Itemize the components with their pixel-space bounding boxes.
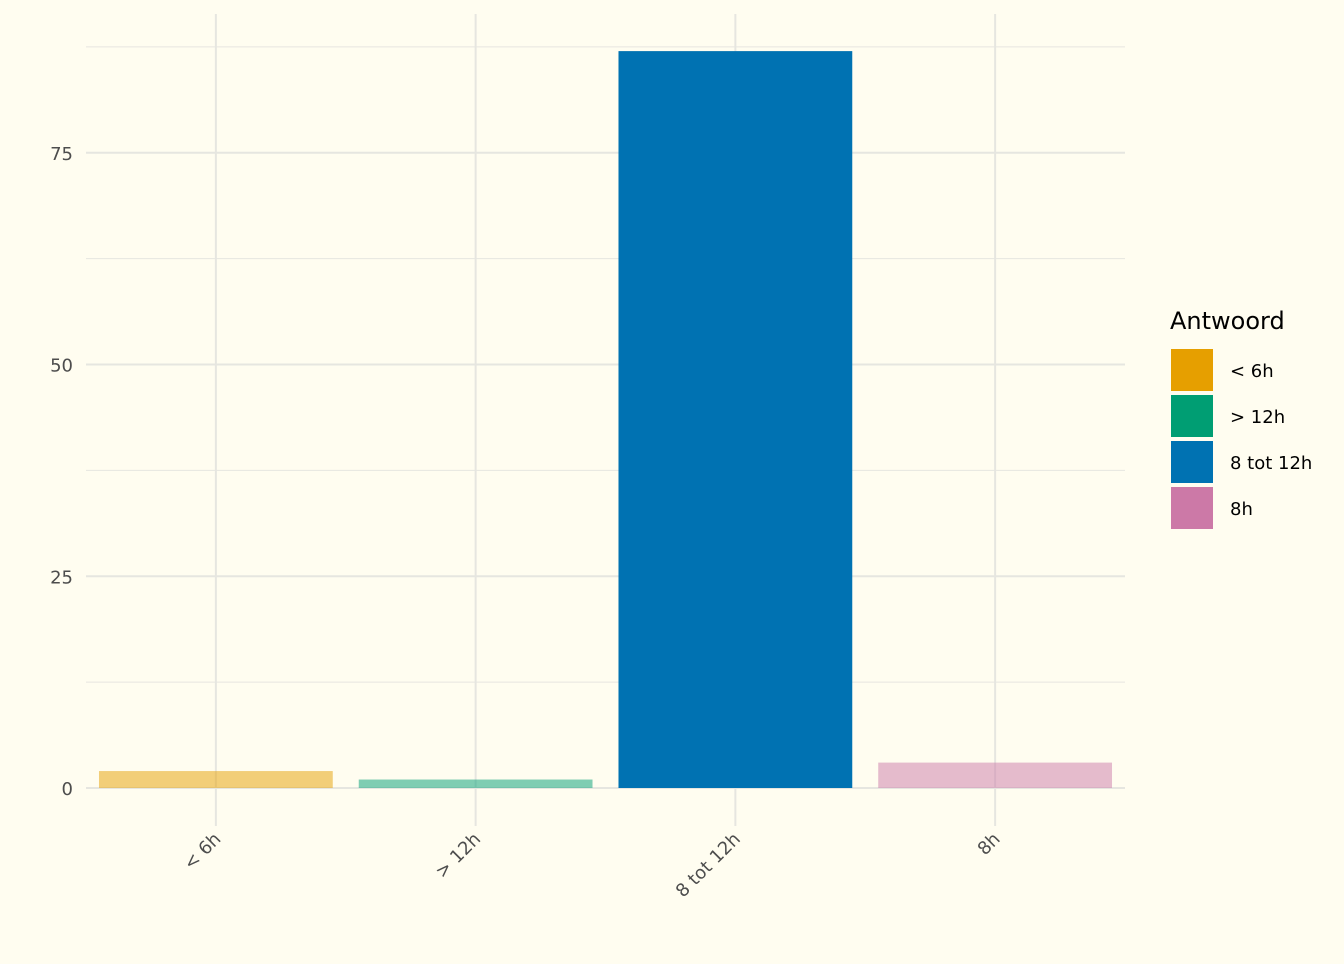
legend: Antwoord < 6h > 12h 8 tot 12h 8h [1170,307,1312,529]
bar-0 [98,771,333,788]
legend-label: 8 tot 12h [1230,453,1312,474]
legend-key-2 [1171,441,1213,483]
legend-title: Antwoord [1170,307,1285,335]
x-tick-label: 8h [974,829,1005,860]
y-tick-label: 25 [50,567,73,588]
x-tick-label: < 6h [180,829,226,875]
legend-label: 8h [1230,499,1253,520]
legend-key-0 [1171,349,1213,391]
bar-2 [618,51,853,789]
legend-label: < 6h [1230,361,1274,382]
y-tick-label: 75 [50,144,73,165]
legend-key-1 [1171,395,1213,437]
y-tick-label: 50 [50,356,73,377]
legend-key-3 [1171,487,1213,529]
bar-layer [98,51,1113,789]
legend-label: > 12h [1230,407,1285,428]
grid-layer [86,14,1125,826]
bar-1 [358,779,593,788]
x-tick-label: > 12h [431,829,485,883]
bar-3 [878,762,1113,788]
y-tick-label: 0 [62,779,73,800]
x-tick-label: 8 tot 12h [672,829,745,902]
